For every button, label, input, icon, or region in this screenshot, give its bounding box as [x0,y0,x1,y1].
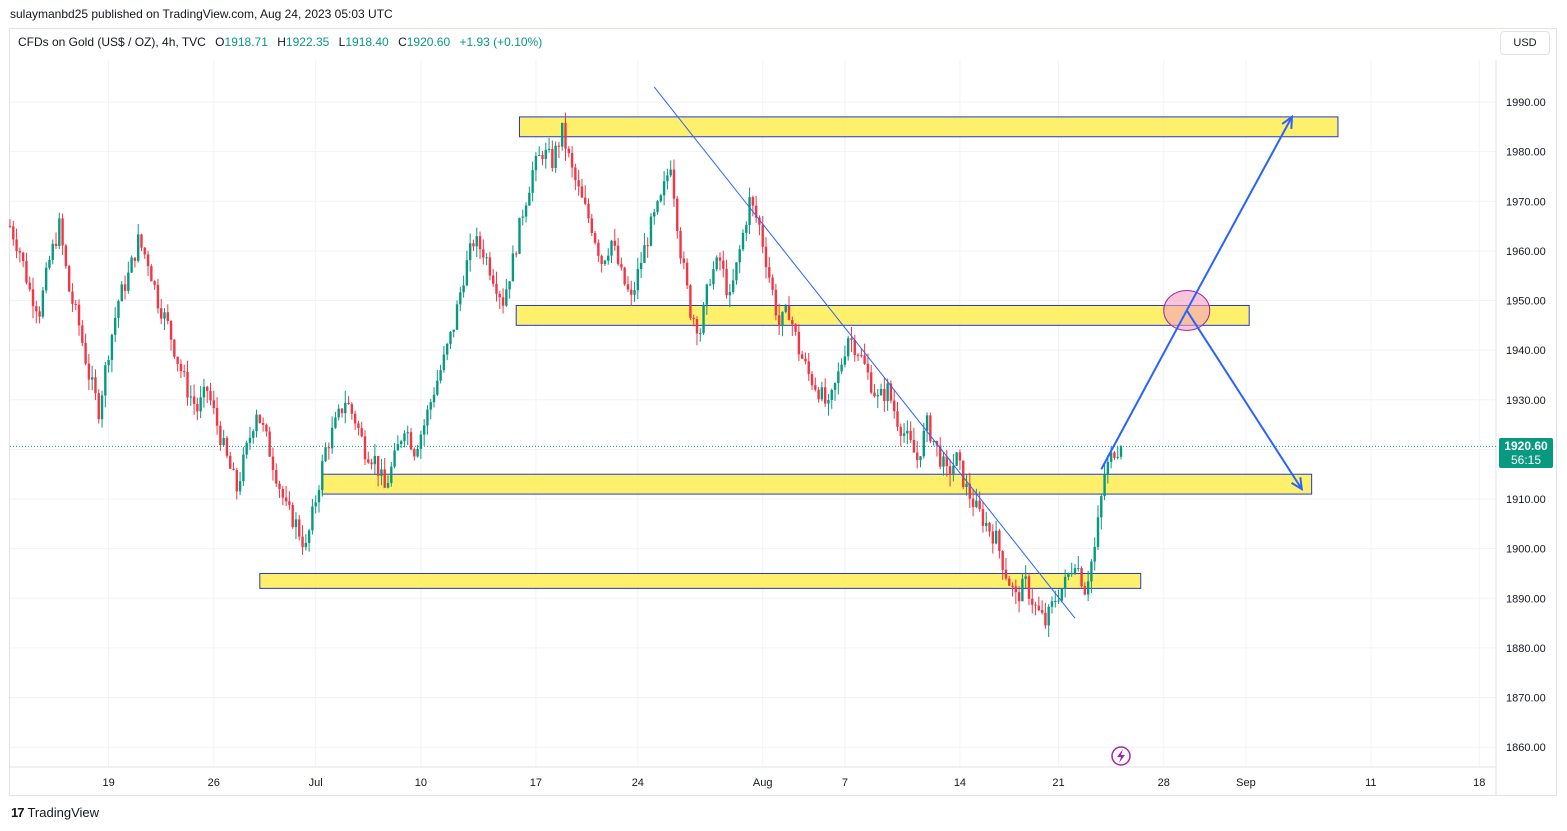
open-label: O [215,35,225,49]
currency-button[interactable]: USD [1500,31,1550,55]
last-price-badge: 1920.60 56:15 [1499,438,1553,468]
high-label: H [277,35,286,49]
change-value: +1.93 (+0.10%) [459,35,543,49]
footer-brand[interactable]: 17 TradingView [11,805,99,820]
footer-brand-label: TradingView [27,805,100,820]
symbol-title[interactable]: CFDs on Gold (US$ / OZ), 4h, TVC [18,35,206,49]
bar-countdown: 56:15 [1510,453,1542,467]
tradingview-logo-icon: 17 [11,805,25,820]
symbol-legend: CFDs on Gold (US$ / OZ), 4h, TVC O1918.7… [18,35,548,49]
open-value: 1918.71 [224,35,268,49]
close-value: 1920.60 [406,35,451,49]
low-label: L [338,35,346,49]
low-value: 1918.40 [345,35,389,49]
close-label: C [398,35,407,49]
last-price-value: 1920.60 [1504,439,1548,453]
high-value: 1922.35 [285,35,330,49]
chart-frame [9,28,1557,796]
publish-info: sulaymanbd25 published on TradingView.co… [10,7,393,21]
